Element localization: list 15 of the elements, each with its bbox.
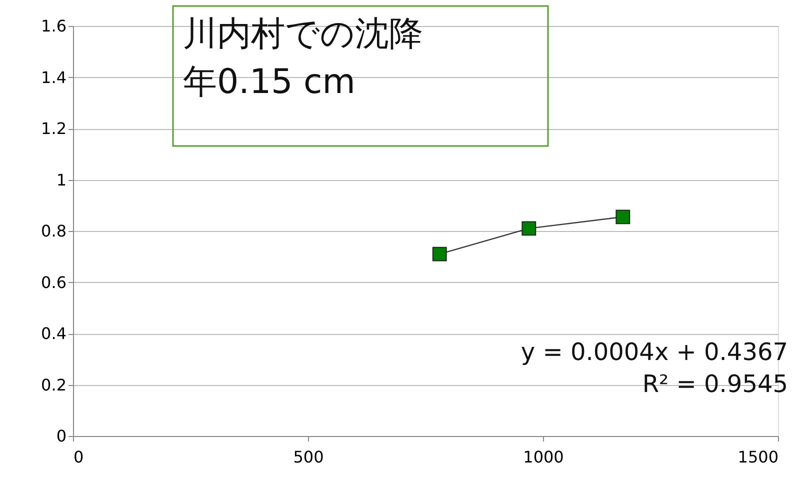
- x-tick-label: 500: [293, 448, 324, 466]
- annotation: y = 0.0004x + 0.4367 R² = 0.9545: [520, 338, 788, 398]
- y-tick-label: 0.2: [41, 375, 66, 394]
- y-tick-label: 0.6: [41, 272, 66, 292]
- y-tick-label: 1: [56, 170, 66, 190]
- annotation: 川内村での沈降年0.15 cm: [183, 14, 423, 102]
- x-tick-label: 0: [74, 448, 84, 466]
- y-tick-label: 1.4: [41, 68, 66, 87]
- x-tick-label: 1500: [738, 448, 778, 466]
- x-tick-label: 1000: [523, 448, 564, 466]
- y-tick-label: 0.8: [41, 222, 66, 240]
- y-tick-label: 1.2: [41, 119, 66, 138]
- y-tick-label: 0.4: [41, 324, 66, 343]
- y-tick-label: 0: [56, 426, 66, 446]
- y-tick-label: 1.6: [41, 16, 66, 36]
